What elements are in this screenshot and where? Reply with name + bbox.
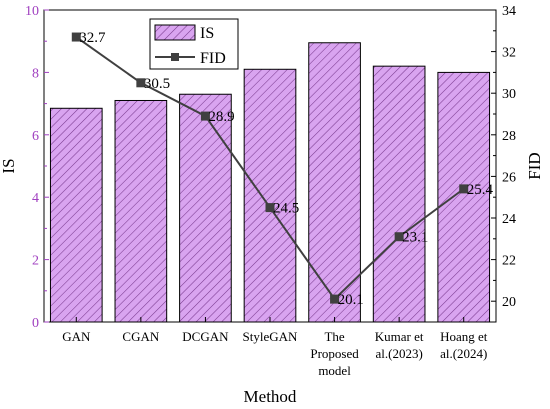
fid-point-1 (136, 78, 146, 88)
fid-data-label-6: 25.4 (467, 182, 494, 198)
right-axis-ticks: 20 22 24 26 28 30 32 34 (491, 4, 516, 323)
right-tick-label-2: 24 (502, 212, 516, 227)
left-tick-label-2: 4 (32, 191, 39, 206)
is-bar-5 (372, 65, 426, 323)
legend: IS FID (149, 18, 239, 70)
right-tick-label-3: 26 (502, 170, 516, 185)
x-tick-label-0-line-0: GAN (62, 329, 91, 344)
x-tick-label-6-line-0: Hoang et (440, 329, 488, 344)
is-bar-6 (437, 71, 491, 323)
fid-point-4 (330, 294, 340, 304)
left-tick-label-3: 6 (32, 129, 39, 144)
is-bar-0 (49, 107, 103, 323)
is-bars (49, 42, 491, 323)
fid-data-label-5: 23.1 (402, 230, 428, 246)
legend-swatch-fid-marker (171, 53, 179, 61)
x-tick-label-1-line-0: CGAN (122, 329, 159, 344)
fid-point-0 (71, 32, 81, 42)
fid-data-label-3: 24.5 (273, 201, 299, 217)
x-tick-label-5-line-1: al.(2023) (375, 346, 422, 361)
fid-point-5 (394, 232, 404, 242)
is-bar-1 (114, 99, 168, 323)
x-tick-label-0: GAN (62, 329, 91, 344)
x-tick-label-3: StyleGAN (243, 329, 299, 344)
is-bar-3 (243, 68, 297, 323)
right-tick-label-1: 22 (502, 254, 516, 269)
left-tick-label-1: 2 (32, 254, 39, 269)
x-tick-label-1: CGAN (122, 329, 159, 344)
x-tick-label-6: Hoang et al.(2024) (440, 329, 488, 361)
is-bar-2 (179, 93, 232, 323)
right-tick-label-7: 34 (502, 4, 516, 19)
x-tick-label-6-line-1: al.(2024) (440, 346, 487, 361)
legend-swatch-is (154, 24, 196, 41)
x-tick-label-4-line-1: Proposed (310, 346, 359, 361)
left-tick-label-4: 8 (32, 66, 39, 81)
legend-label-is: IS (200, 25, 214, 42)
x-axis-ticks: GAN CGAN DCGAN StyleGAN The Proposed model Kuma… (62, 317, 488, 378)
x-tick-label-4-line-0: The (324, 329, 344, 344)
x-tick-label-5: Kumar et al.(2023) (375, 329, 424, 361)
right-axis-title: FID (525, 152, 544, 179)
right-tick-label-4: 28 (502, 129, 516, 144)
x-tick-label-2-line-0: DCGAN (182, 329, 229, 344)
left-tick-label-5: 10 (25, 4, 39, 19)
fid-data-label-0: 32.7 (79, 30, 106, 46)
x-tick-label-4: The Proposed model (310, 329, 359, 378)
fid-data-label-1: 30.5 (144, 76, 170, 92)
fid-data-label-2: 28.9 (208, 109, 234, 125)
x-tick-label-4-line-2: model (318, 363, 351, 378)
fid-point-3 (265, 203, 275, 213)
fid-point-6 (459, 184, 469, 194)
left-tick-label-0: 0 (32, 316, 39, 331)
is-bar-4 (308, 42, 361, 323)
left-axis-title: IS (0, 158, 18, 173)
x-tick-label-5-line-0: Kumar et (375, 329, 424, 344)
right-tick-label-0: 20 (502, 295, 516, 310)
x-tick-label-3-line-0: StyleGAN (243, 329, 299, 344)
x-axis-title: Method (244, 387, 297, 406)
fid-line-series: 32.7 30.5 28.9 24.5 20.1 23.1 25.4 (71, 30, 494, 308)
right-tick-label-6: 32 (502, 46, 516, 61)
left-axis-ticks: 0 2 4 6 8 10 (25, 4, 49, 331)
x-tick-label-2: DCGAN (182, 329, 229, 344)
fid-point-2 (200, 111, 210, 121)
fid-data-label-4: 20.1 (338, 292, 364, 308)
right-tick-label-5: 30 (502, 87, 516, 102)
legend-label-fid: FID (200, 50, 226, 67)
